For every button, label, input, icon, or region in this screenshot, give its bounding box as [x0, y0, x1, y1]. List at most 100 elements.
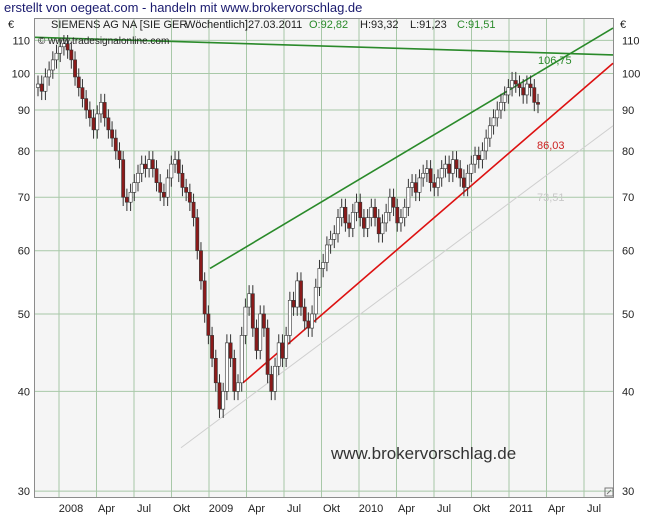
y-tick-label-left: 70: [18, 192, 30, 204]
candle-body: [39, 83, 44, 92]
currency-label-left: €: [8, 19, 14, 31]
candle-body: [184, 187, 189, 193]
candle-body: [295, 280, 300, 308]
y-tick-label-right: 80: [622, 146, 634, 158]
candle-body: [428, 168, 433, 183]
candle-body: [424, 168, 429, 174]
candle-body: [99, 102, 103, 115]
y-tick-label-left: 100: [12, 68, 30, 80]
candle-body: [199, 250, 203, 282]
y-tick-label-right: 60: [622, 246, 634, 258]
candle-body: [280, 342, 285, 359]
x-tick-label: Apr: [248, 503, 265, 515]
candle-body: [84, 98, 89, 111]
candle-body: [399, 217, 403, 224]
candle-body: [73, 59, 77, 78]
x-tick-label: Apr: [398, 503, 415, 515]
candle-body: [180, 172, 185, 188]
candle-body: [491, 117, 496, 127]
candle-body: [417, 177, 422, 193]
y-tick-label-right: 30: [622, 486, 634, 498]
candle-body: [387, 196, 392, 213]
candle-body: [406, 187, 411, 208]
candle-body: [162, 191, 166, 198]
x-tick-label: Jul: [437, 503, 451, 515]
support-line: [242, 62, 614, 384]
candle-body: [265, 327, 270, 375]
candle-body: [506, 87, 511, 96]
candle-body: [499, 102, 503, 111]
candle-body: [284, 335, 289, 359]
candle-body: [36, 83, 40, 88]
candle-body: [521, 87, 526, 96]
candle-body: [50, 59, 55, 71]
candle-body: [362, 217, 366, 229]
candle-body: [76, 76, 81, 88]
y-tick-label-left: 50: [18, 309, 30, 321]
candle-body: [169, 163, 174, 179]
y-tick-label-right: 90: [622, 105, 634, 117]
candle-body: [384, 212, 389, 224]
candle-body: [376, 217, 381, 235]
instrument-interval: Wöchentlich]: [185, 19, 248, 31]
candle-body: [136, 172, 140, 183]
candle-body: [243, 306, 248, 336]
candle-body: [513, 80, 518, 85]
candle-body: [484, 137, 489, 152]
candle-body: [465, 172, 470, 188]
candle-body: [480, 150, 485, 160]
candle-body: [458, 168, 463, 179]
candle-body: [528, 83, 533, 88]
candle-body: [210, 335, 214, 359]
candle-body: [473, 154, 477, 165]
candle-body: [221, 391, 226, 410]
candle-body: [369, 206, 374, 218]
candle-body: [454, 159, 459, 169]
y-tick-label-right: 50: [622, 309, 634, 321]
faint-trend-line: [180, 125, 614, 449]
chart-frame: [34, 18, 614, 498]
ohlc-high: H:93,32: [360, 19, 399, 31]
candle-body: [143, 163, 148, 169]
candle-body: [395, 206, 400, 224]
y-tick-label-right: 70: [622, 192, 634, 204]
candle-body: [128, 191, 133, 203]
candle-body: [62, 43, 66, 48]
candle-body: [206, 313, 211, 336]
candle-body: [258, 313, 263, 351]
candle-body: [154, 168, 159, 183]
candle-body: [80, 87, 85, 99]
candle-body: [273, 365, 277, 392]
candle-body: [365, 217, 370, 229]
candle-body: [439, 168, 444, 179]
x-tick-label: Okt: [173, 503, 190, 515]
candle-body: [306, 320, 311, 329]
candle-body: [176, 159, 181, 174]
ohlc-low: L:91,23: [410, 19, 447, 31]
candle-body: [239, 335, 244, 384]
upper-channel-line: [209, 27, 614, 270]
x-tick-label: Jul: [287, 503, 301, 515]
candle-body: [524, 83, 529, 96]
y-tick-label-right: 100: [622, 68, 640, 80]
candle-body: [443, 163, 448, 169]
candle-body: [213, 357, 218, 384]
candle-body: [358, 201, 363, 218]
candle-body: [324, 244, 329, 263]
resize-handle-icon[interactable]: [604, 487, 614, 497]
candle-body: [432, 182, 437, 188]
candle-body: [436, 177, 440, 188]
candle-body: [517, 83, 522, 88]
currency-label-right: €: [620, 19, 626, 31]
candle-body: [373, 206, 377, 218]
candle-body: [310, 313, 314, 329]
candle-body: [224, 342, 229, 392]
annotation-label: 106,75: [538, 55, 572, 67]
candle-body: [313, 286, 318, 315]
candle-body: [250, 293, 255, 329]
candle-body: [165, 177, 170, 198]
annotation-label: 73,51: [537, 192, 565, 204]
y-tick-label-left: 60: [18, 246, 30, 258]
candle-body: [450, 159, 455, 174]
